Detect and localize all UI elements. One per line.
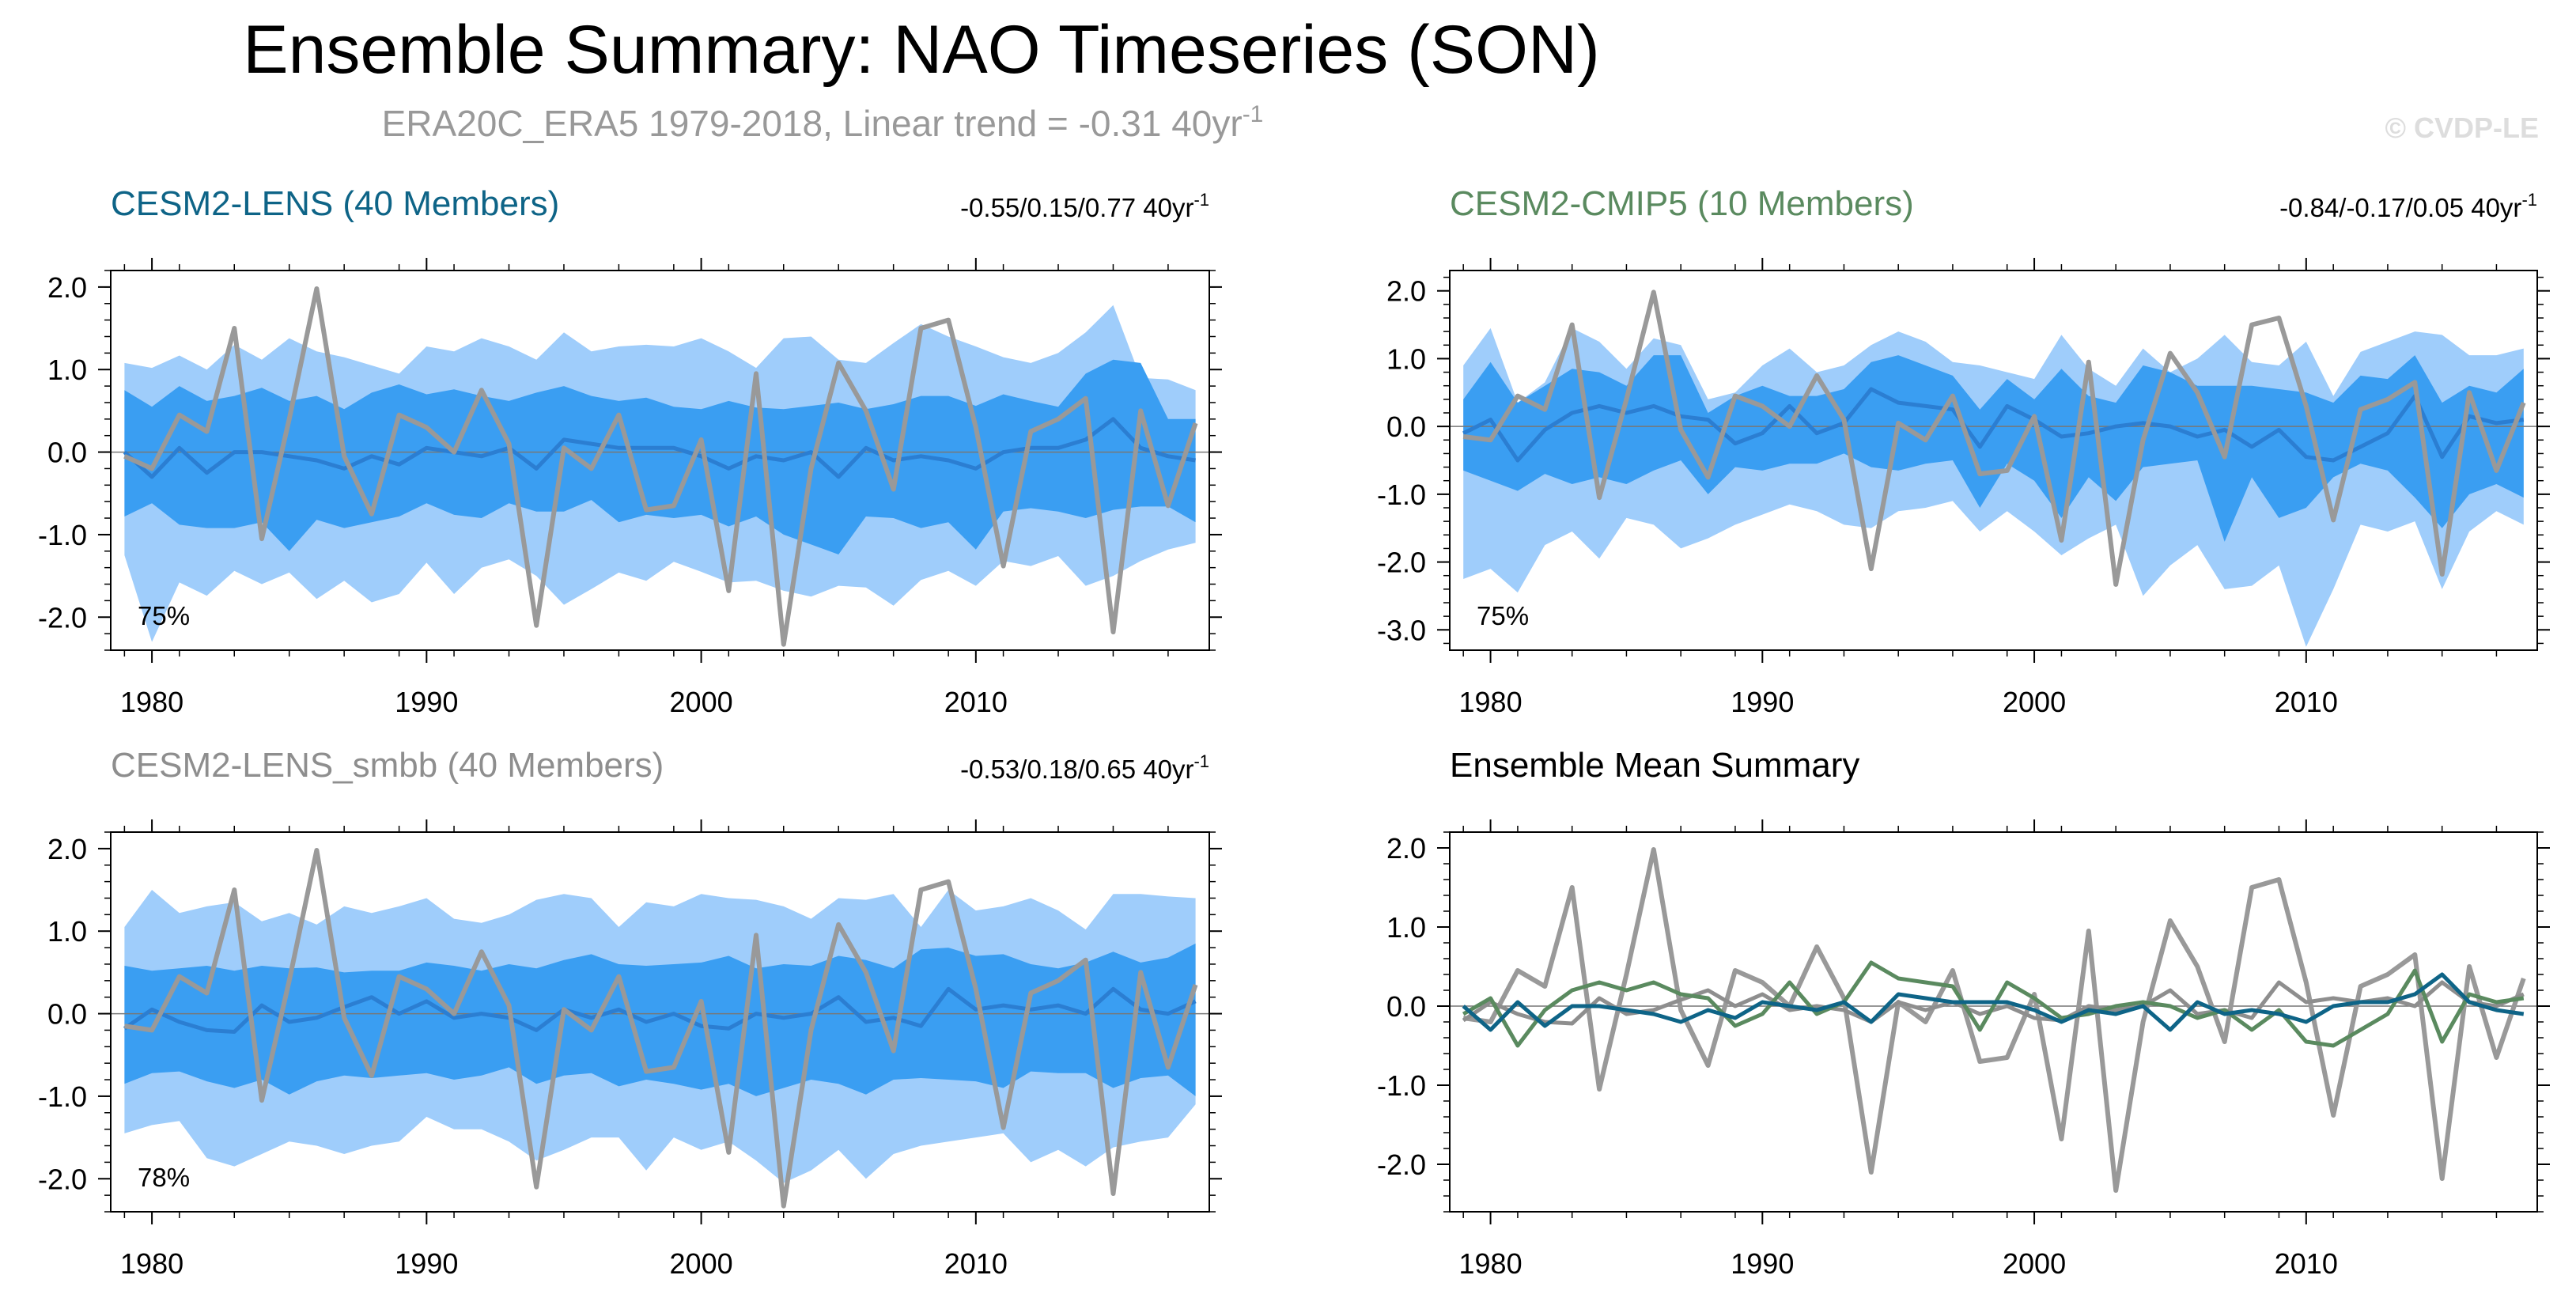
trend-superscript: -1: [2521, 190, 2537, 210]
series-line-era20c-era5: [123, 286, 1198, 647]
trend-superscript: -1: [1193, 751, 1209, 771]
trend-label: -0.53/0.18/0.65 40yr-1: [960, 751, 1209, 784]
y-tick-label: 1.0: [47, 354, 87, 386]
x-tick-label: 2010: [2275, 686, 2338, 718]
x-tick-label: 1980: [120, 1247, 183, 1280]
percent-label: 75%: [138, 601, 190, 630]
series-line-era20c-era5: [123, 848, 1198, 1209]
panel-title: Ensemble Mean Summary: [1450, 746, 1859, 785]
y-tick-label: -1.0: [1377, 479, 1426, 511]
figure-title: Ensemble Summary: NAO Timeseries (SON): [243, 12, 1600, 88]
panel-2: -3.0 -2.0 -1.0 0.0 1.0 2.0 1980 1990 2000 2010 CES…: [1377, 184, 2550, 718]
x-tick-label: 2010: [944, 686, 1008, 718]
series-line-era20c-era5: [1462, 289, 2526, 587]
trend-superscript: -1: [1193, 190, 1209, 210]
y-tick-label: -1.0: [1377, 1069, 1426, 1102]
panel-4: -2.0 -1.0 0.0 1.0 2.0 1980 1990 2000 2010 Ensembl…: [1377, 746, 2550, 1280]
x-tick-label: 1980: [120, 686, 183, 718]
trend-value: -0.84/-0.17/0.05 40yr: [2279, 193, 2521, 222]
percent-label: 78%: [138, 1163, 190, 1192]
inner-percentile-band: [124, 359, 1196, 554]
x-tick-label: 2000: [2003, 686, 2066, 718]
y-tick-label: 1.0: [47, 915, 87, 948]
x-tick-label: 2010: [2275, 1247, 2338, 1280]
inner-percentile-band: [1463, 355, 2524, 542]
y-tick-label: -2.0: [1377, 547, 1426, 579]
panel-title: CESM2-LENS_smbb (40 Members): [111, 746, 664, 785]
y-tick-label: 0.0: [1386, 990, 1426, 1023]
y-tick-label: -2.0: [38, 601, 87, 634]
y-tick-label: -1.0: [38, 519, 87, 551]
watermark: © CVDP-LE: [2385, 112, 2539, 144]
plot-frame: [1449, 270, 2538, 651]
y-tick-label: -1.0: [38, 1080, 87, 1113]
x-tick-label: 2000: [670, 1247, 733, 1280]
y-tick-label: 1.0: [1386, 342, 1426, 375]
series-line-ensemble-mean: [1462, 387, 2525, 463]
y-tick-label: -2.0: [38, 1163, 87, 1195]
panel-3: -2.0 -1.0 0.0 1.0 2.0 1980 1990 2000 2010 CESM2-L…: [38, 746, 1222, 1280]
y-tick-label: 2.0: [47, 833, 87, 865]
y-tick-label: 2.0: [1386, 832, 1426, 865]
x-tick-label: 1980: [1459, 686, 1523, 718]
x-tick-label: 2010: [944, 1247, 1008, 1280]
x-tick-label: 2000: [670, 686, 733, 718]
x-tick-label: 1990: [395, 686, 458, 718]
plot-frame: [110, 270, 1210, 651]
outer-percentile-band: [1463, 327, 2524, 647]
x-tick-label: 2000: [2003, 1247, 2066, 1280]
trend-value: -0.55/0.15/0.77 40yr: [960, 193, 1193, 222]
series-line-ensemble-mean: [123, 417, 1196, 479]
panels: -2.0 -1.0 0.0 1.0 2.0 1980 1990 2000 2010 CESM2-L…: [38, 184, 2550, 1280]
subtitle-superscript: -1: [1243, 101, 1264, 127]
y-tick-label: 2.0: [1386, 275, 1426, 308]
y-tick-label: -2.0: [1377, 1148, 1426, 1181]
y-tick-label: 2.0: [47, 271, 87, 304]
percent-label: 75%: [1477, 601, 1529, 630]
series-line-ensemble-mean: [123, 986, 1197, 1034]
x-tick-label: 1980: [1459, 1247, 1523, 1280]
trend-label: -0.84/-0.17/0.05 40yr-1: [2279, 190, 2537, 222]
x-tick-label: 1990: [1731, 1247, 1794, 1280]
subtitle-text: ERA20C_ERA5 1979-2018, Linear trend = -0…: [382, 103, 1243, 144]
x-tick-label: 1990: [1731, 686, 1794, 718]
y-tick-label: 0.0: [47, 437, 87, 469]
x-tick-label: 1990: [395, 1247, 458, 1280]
y-tick-label: 0.0: [1386, 411, 1426, 443]
panel-title: CESM2-CMIP5 (10 Members): [1450, 184, 1914, 223]
series-line-era20c-era5: [1462, 847, 2526, 1193]
trend-value: -0.53/0.18/0.65 40yr: [960, 755, 1193, 784]
plot-frame: [110, 831, 1210, 1213]
y-tick-label: 0.0: [47, 998, 87, 1031]
series-line-cesm2-cmip5: [1462, 960, 2525, 1048]
trend-label: -0.55/0.15/0.77 40yr-1: [960, 190, 1209, 222]
panel-title: CESM2-LENS (40 Members): [111, 184, 559, 223]
figure-subtitle: ERA20C_ERA5 1979-2018, Linear trend = -0…: [382, 101, 1264, 144]
series-line-cesm2-lens: [1462, 972, 2525, 1032]
y-tick-label: 1.0: [1386, 911, 1426, 944]
y-tick-label: -3.0: [1377, 614, 1426, 646]
panel-1: -2.0 -1.0 0.0 1.0 2.0 1980 1990 2000 2010 CESM2-L…: [38, 184, 1222, 718]
